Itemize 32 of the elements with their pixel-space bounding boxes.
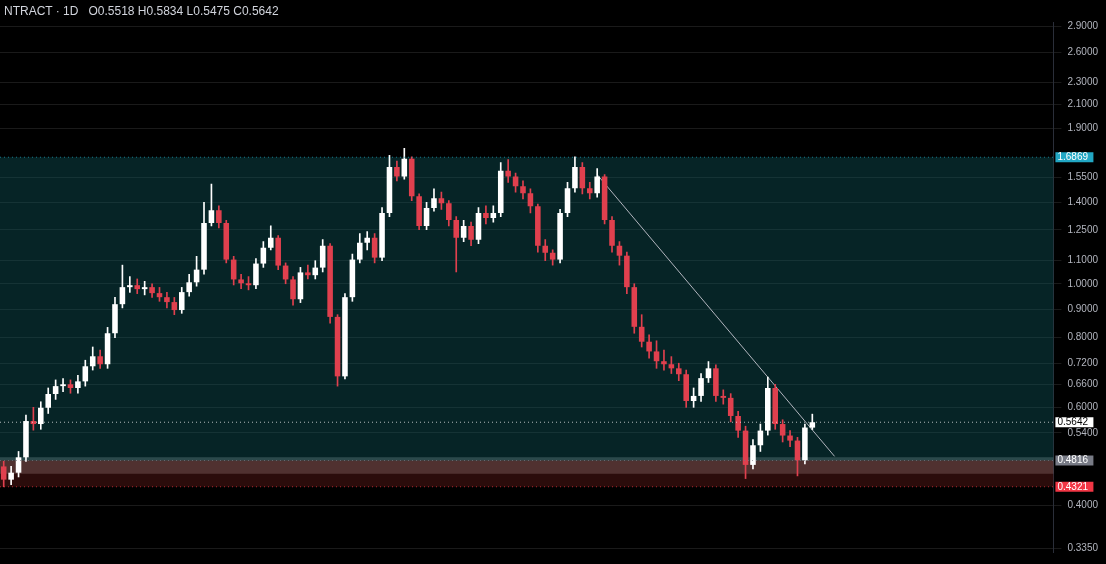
y-tick-label: 0.7200: [1067, 356, 1099, 368]
y-tick-label: 0.3350: [1067, 542, 1099, 554]
candlestick: [60, 378, 66, 393]
y-tick-label: 2.9000: [1067, 19, 1099, 31]
y-tick-label: 1.4000: [1067, 196, 1099, 208]
candlestick: [364, 231, 370, 251]
y-tick-label: 1.5500: [1067, 171, 1099, 183]
candlestick: [127, 276, 133, 293]
text: O0.5518 H0.5834 L0.5475 C0.5642: [88, 4, 279, 18]
y-tick-label: 0.5400: [1067, 426, 1099, 438]
candlestick: [661, 349, 667, 371]
candlestick: [505, 159, 511, 183]
chart-title: NTRACT · 1D: [4, 4, 79, 18]
ref-line-label: 1.6869: [1057, 150, 1089, 162]
y-tick-label: 1.9000: [1067, 122, 1099, 134]
y-tick-label: 0.9000: [1067, 302, 1099, 314]
y-tick-label: 1.2500: [1067, 223, 1099, 235]
ref-line-label: 0.4321: [1057, 480, 1089, 492]
y-tick-label: 0.6000: [1067, 401, 1099, 413]
y-tick-label: 2.1000: [1067, 97, 1099, 109]
ref-line-label: 0.4816: [1057, 454, 1089, 466]
y-tick-label: 0.8000: [1067, 331, 1099, 343]
y-tick-label: 1.1000: [1067, 254, 1099, 266]
candlestick: [720, 389, 727, 405]
y-tick-label: 1.0000: [1067, 277, 1099, 289]
ref-line-label: 0.5642: [1057, 415, 1089, 427]
y-tick-label: 0.4000: [1067, 499, 1099, 511]
y-tick-label: 0.6600: [1067, 378, 1099, 390]
y-tick-label: 2.3000: [1067, 75, 1099, 87]
candlestick: [305, 264, 311, 280]
y-tick-label: 2.6000: [1067, 46, 1099, 58]
candlestick: [483, 205, 489, 225]
